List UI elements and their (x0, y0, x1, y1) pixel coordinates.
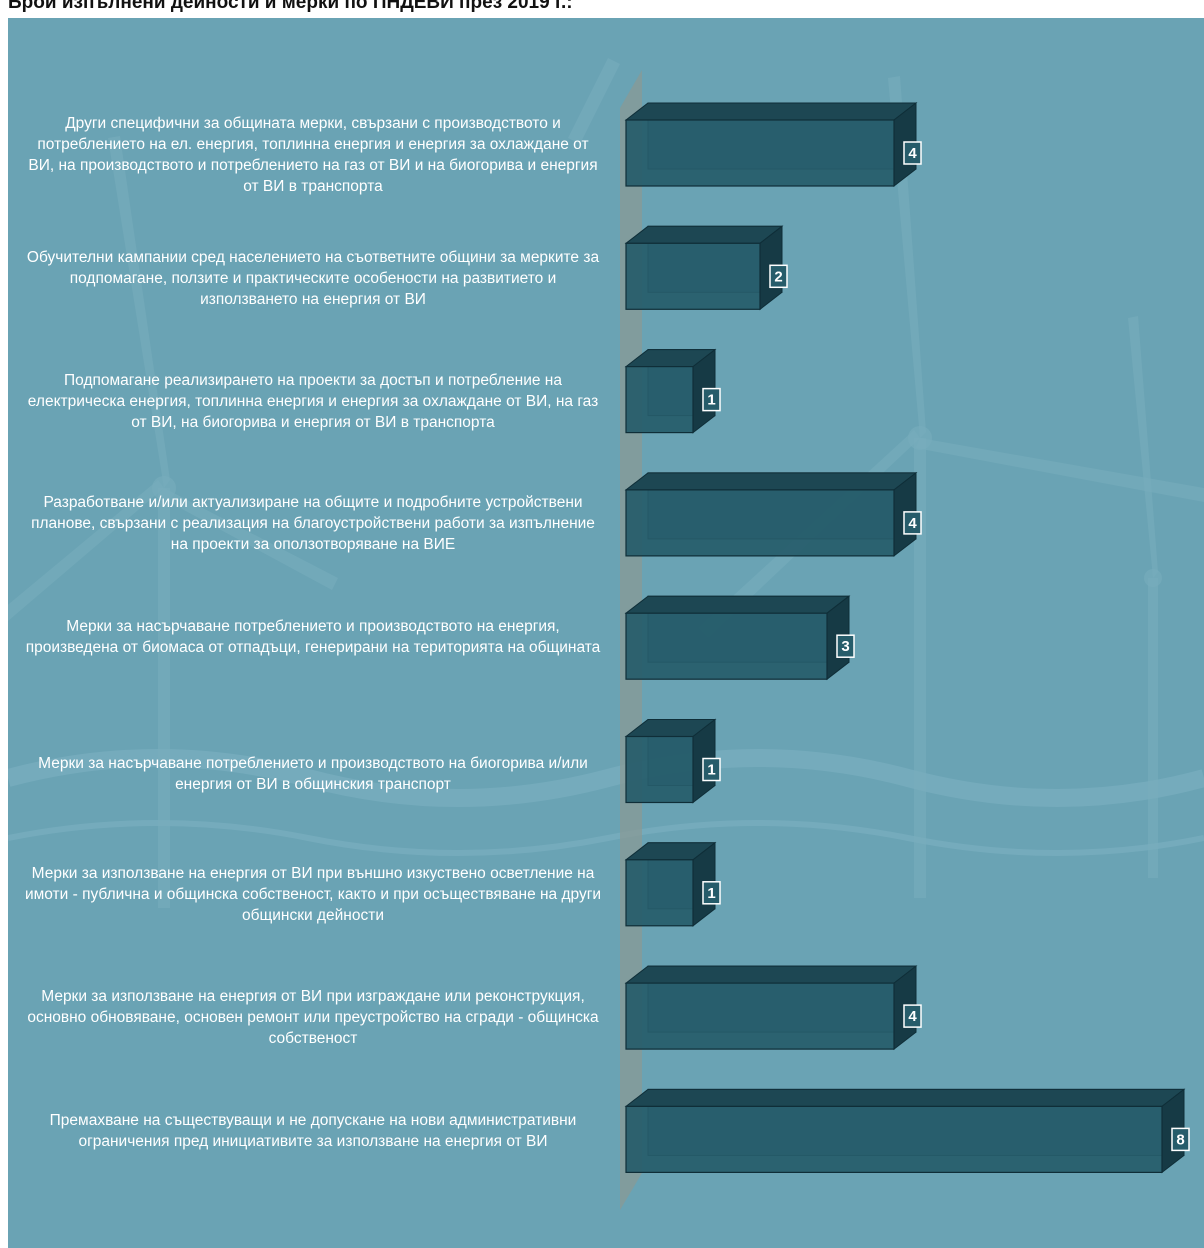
data-label-box (769, 264, 788, 289)
chart-panel: Други специфични за общината мерки, свър… (8, 18, 1204, 1248)
bar (625, 242, 761, 310)
bar (625, 489, 895, 557)
bar-top (624, 472, 918, 491)
data-label-box (702, 881, 721, 905)
data-label-box (903, 511, 922, 535)
bar (625, 612, 828, 680)
bar-top (624, 965, 918, 984)
category-label: Други специфични за общината мерки, свър… (28, 115, 598, 195)
category-label: Мерки за насърчаване потреблението и про… (38, 755, 588, 793)
bar (625, 859, 694, 927)
category-label: Мерки за насърчаване потреблението и про… (25, 618, 601, 656)
data-label-box (1171, 1127, 1190, 1152)
data-label: 4 (908, 515, 917, 532)
bar (625, 735, 694, 804)
data-label: 2 (774, 268, 782, 285)
data-label: 4 (908, 145, 917, 162)
data-label: 4 (908, 1008, 917, 1025)
bar (625, 982, 895, 1050)
data-label: 3 (841, 638, 849, 655)
bar-top (624, 595, 851, 614)
data-label-box (836, 634, 855, 658)
data-label: 1 (707, 885, 715, 902)
bar-chart-plot: 4 2 1 4 3 1 1 4 8 (620, 70, 1190, 1210)
data-label: 8 (1176, 1131, 1184, 1148)
bar-top (624, 225, 784, 244)
category-label: Подпомагане реализирането на проекти за … (27, 372, 599, 431)
bar-top (624, 1088, 1186, 1107)
data-label-box (903, 1004, 922, 1028)
chart-title: Брой изпълнени дейности и мерки по ПНДЕВ… (8, 0, 573, 13)
category-label: Разработване и/или актуализиране на общи… (31, 494, 595, 553)
data-label: 1 (707, 762, 715, 779)
bar (625, 119, 895, 187)
category-label: Обучителни кампании сред населението на … (26, 249, 600, 308)
data-label: 1 (707, 392, 715, 409)
bar-top (624, 102, 918, 121)
category-label: Премахване на съществуващи и не допускан… (49, 1112, 577, 1150)
data-label-box (702, 757, 721, 782)
category-label: Мерки за използване на енергия от ВИ при… (27, 988, 599, 1047)
data-label-box (702, 387, 721, 412)
bar (625, 366, 694, 434)
bar (625, 1105, 1163, 1174)
category-label: Мерки за използване на енергия от ВИ при… (24, 865, 602, 924)
data-label-box (903, 141, 922, 165)
